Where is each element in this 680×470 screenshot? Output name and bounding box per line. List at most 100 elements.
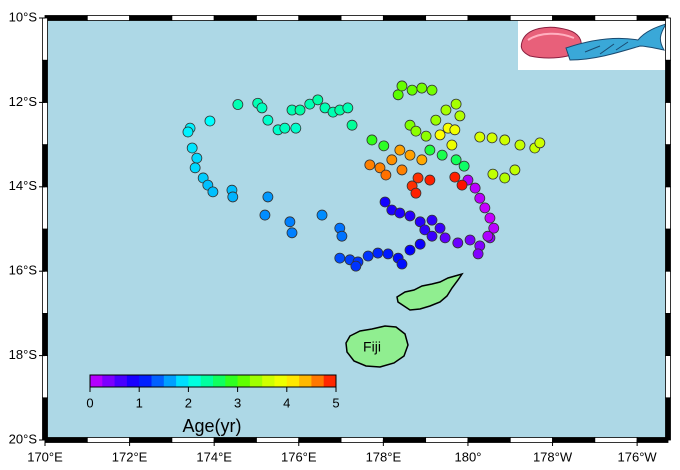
data-point — [424, 144, 436, 156]
frame-segment — [665, 355, 671, 399]
data-point — [419, 224, 431, 236]
colorbar-step — [176, 375, 189, 387]
data-point — [509, 164, 521, 176]
data-point — [499, 134, 511, 146]
ocean — [45, 18, 668, 440]
data-point — [416, 154, 428, 166]
data-point — [396, 164, 408, 176]
colorbar-step — [139, 375, 152, 387]
viti-levu — [345, 325, 409, 368]
vanua-levu — [396, 272, 464, 311]
data-point — [410, 125, 422, 137]
frame-segment — [42, 312, 48, 356]
x-tick-label: 174°E — [196, 449, 232, 464]
data-point — [379, 196, 391, 208]
data-point — [416, 82, 428, 94]
data-point — [366, 134, 378, 146]
data-point — [346, 119, 358, 131]
colorbar-tick-label: 5 — [332, 395, 339, 410]
data-point — [440, 104, 452, 116]
colorbar-step — [249, 375, 263, 387]
frame-segment — [129, 437, 173, 443]
frame-segment — [44, 437, 88, 443]
frame-segment — [665, 186, 671, 230]
data-point — [191, 152, 203, 164]
colorbar-step — [237, 375, 251, 387]
frame-segment — [425, 15, 469, 21]
data-point — [410, 187, 422, 199]
data-point — [350, 260, 362, 272]
frame-segment — [382, 15, 427, 21]
data-point — [372, 247, 384, 259]
data-point — [484, 212, 496, 224]
data-point — [182, 126, 194, 138]
data-point — [256, 102, 268, 114]
frame-segment — [42, 186, 48, 230]
data-point — [336, 230, 348, 242]
data-point — [424, 174, 436, 186]
x-tick-label: 170°E — [27, 449, 63, 464]
data-point — [450, 154, 462, 166]
data-point — [189, 162, 201, 174]
data-point — [394, 207, 406, 219]
frame-segment — [594, 15, 638, 21]
data-point — [450, 98, 462, 110]
data-point — [439, 232, 451, 244]
frame-segment — [665, 312, 671, 356]
data-point — [456, 179, 468, 191]
data-point — [514, 139, 526, 151]
frame-segment — [552, 15, 596, 21]
data-point — [486, 132, 498, 144]
y-tick-label: 20°S — [9, 431, 38, 446]
x-tick-label: 176°W — [618, 449, 658, 464]
data-point — [454, 110, 466, 122]
data-point — [279, 122, 291, 134]
data-point — [469, 182, 481, 194]
data-point — [378, 140, 390, 152]
frame-segment — [42, 59, 48, 103]
data-point — [334, 252, 346, 264]
data-point — [406, 84, 418, 96]
data-point — [426, 230, 438, 242]
colorbar-step — [114, 375, 128, 387]
data-point — [464, 234, 476, 246]
x-tick-label: 180° — [455, 449, 482, 464]
data-point — [259, 209, 271, 221]
data-point — [479, 202, 491, 214]
data-point — [404, 149, 416, 161]
colorbar-step — [200, 375, 214, 387]
data-point — [472, 248, 484, 260]
data-point — [232, 99, 244, 110]
frame-segment — [636, 15, 669, 21]
data-point — [396, 258, 408, 270]
data-point — [262, 114, 274, 126]
data-point — [364, 159, 376, 171]
x-tick-label: 172°E — [112, 449, 148, 464]
data-point — [474, 192, 486, 204]
frame-segment — [42, 270, 48, 314]
data-point — [414, 216, 426, 228]
data-point — [452, 237, 464, 249]
frame-segment — [636, 437, 669, 443]
frame-segment — [467, 437, 511, 443]
data-point — [227, 191, 239, 203]
colorbar-step — [323, 375, 337, 387]
colorbar-step — [213, 375, 226, 387]
colorbar-outline — [89, 374, 337, 388]
data-point — [286, 227, 298, 239]
data-point — [342, 102, 354, 114]
colorbar-step — [311, 375, 325, 387]
data-point — [434, 222, 446, 234]
colorbar-tick-label: 2 — [185, 395, 192, 410]
frame-segment — [171, 15, 215, 21]
mermaid-picture — [518, 18, 668, 70]
data-point — [290, 122, 302, 134]
data-point — [204, 115, 216, 127]
data-point — [374, 162, 386, 174]
colorbar-label: Age(yr) — [182, 416, 241, 436]
frame-segment — [171, 437, 215, 443]
frame-segment — [665, 59, 671, 103]
frame-segment — [86, 15, 130, 21]
colorbar-step — [299, 375, 312, 387]
